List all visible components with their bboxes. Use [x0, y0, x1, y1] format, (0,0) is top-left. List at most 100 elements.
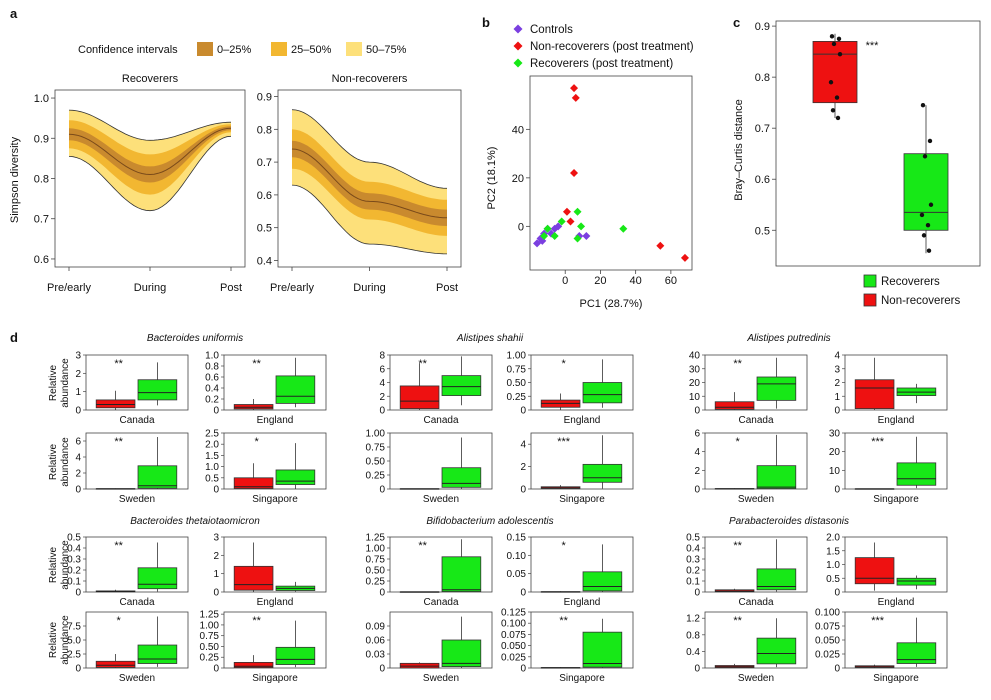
ylabel-simpson: Simpson diversity	[9, 136, 21, 223]
box-d-12-1	[137, 567, 178, 590]
plot-frame-c	[775, 20, 981, 267]
point-c-1-2	[922, 154, 928, 159]
ytick-label-a-1-2: 0.6	[257, 190, 272, 202]
box-d-7-1	[275, 469, 316, 485]
ytick-label-d-6-3: 6	[75, 437, 81, 448]
point-c-1-5	[925, 222, 931, 228]
country-label-15: England	[564, 597, 601, 608]
ylabel-d-1-b: abundance	[60, 437, 71, 487]
significance-c: ***	[866, 40, 880, 52]
ytick-label-d-8-1: 0.25	[366, 471, 386, 482]
ytick-label-d-10-3: 6	[694, 429, 700, 440]
box-d-1-1	[275, 375, 316, 404]
ytick-label-d-11-0: 0	[834, 485, 840, 496]
box-d-17-0	[854, 557, 895, 585]
ytick-label-d-13-0: 0	[213, 588, 219, 599]
point-c-0-0	[829, 34, 835, 39]
legend-swatch-c-0	[863, 274, 877, 288]
legend-label-b-1: Non-recoverers (post treatment)	[530, 41, 694, 53]
plot-frame-d-22	[704, 611, 808, 669]
ytick-label-d-7-5: 2.5	[205, 429, 219, 440]
ytick-label-d-2-3: 6	[379, 364, 385, 375]
panel-label-c: c	[733, 15, 740, 30]
significance-d-21: **	[559, 615, 568, 627]
point-c-1-3	[928, 202, 934, 207]
ytick-label-d-22-1: 0.4	[686, 647, 700, 658]
ytick-label-d-5-3: 3	[834, 364, 840, 375]
legend-label-c-0: Recoverers	[881, 276, 940, 288]
point-b-0-8	[582, 232, 591, 241]
ytick-label-d-3-2: 0.50	[507, 378, 527, 389]
species-title-4: Bifidobacterium adolescentis	[426, 516, 553, 527]
box-c-1	[903, 153, 949, 231]
ytick-label-d-13-2: 2	[213, 551, 219, 562]
point-c-1-7	[926, 248, 932, 253]
ytick-label-d-11-3: 30	[829, 429, 841, 440]
legend-title-ci: Confidence intervals	[78, 44, 178, 56]
ytick-label-d-0-1: 1	[75, 387, 81, 398]
ytick-label-d-12-5: 0.5	[67, 533, 81, 544]
significance-d-23: ***	[871, 615, 885, 627]
significance-d-16: **	[733, 540, 742, 552]
ytick-label-d-2-2: 4	[379, 378, 385, 389]
point-c-1-0	[920, 103, 926, 108]
ytick-label-d-21-2: 0.050	[501, 641, 526, 652]
ytick-label-d-11-1: 10	[829, 466, 841, 477]
point-b-2-3	[540, 232, 549, 241]
point-c-0-3	[837, 51, 843, 57]
point-b-2-0	[557, 217, 566, 226]
point-b-2-5	[573, 234, 582, 243]
legend-marker-b-1	[513, 41, 523, 51]
box-d-17-1	[896, 577, 937, 586]
plot-frame-d-14	[389, 536, 493, 593]
point-c-1-1	[927, 138, 933, 144]
ytick-label-d-19-2: 0.50	[200, 642, 220, 653]
panel-label-b: b	[482, 15, 490, 30]
species-title-5: Parabacteroides distasonis	[729, 516, 849, 527]
ytick-label-d-7-4: 2.0	[205, 440, 219, 451]
median-line-1	[291, 148, 448, 219]
ytick-label-d-12-0: 0	[75, 588, 81, 599]
country-label-16: Canada	[738, 597, 773, 608]
ytick-label-d-17-1: 0.5	[826, 574, 840, 585]
ytick-label-d-6-1: 2	[75, 469, 81, 480]
box-d-6-1	[137, 465, 178, 489]
box-d-4-0	[714, 401, 755, 410]
legend-label-b-2: Recoverers (post treatment)	[530, 58, 673, 70]
ytick-label-d-4-4: 40	[689, 351, 701, 362]
xtick-label-a-1-0: Pre/early	[270, 282, 315, 294]
country-label-6: Sweden	[119, 494, 155, 505]
xtick-label-a-1-1: During	[353, 282, 385, 294]
box-d-18-1	[137, 644, 178, 664]
ytick-label-d-5-4: 4	[834, 351, 840, 362]
ytick-label-d-23-2: 0.050	[815, 636, 840, 647]
ytick-label-d-17-4: 2.0	[826, 533, 840, 544]
ytick-label-b-2: 40	[512, 124, 524, 136]
species-title-3: Bacteroides thetaiotaomicron	[130, 516, 260, 527]
ytick-label-b-0: 0	[518, 221, 524, 233]
point-b-2-4	[573, 207, 582, 216]
ytick-label-d-5-2: 2	[834, 378, 840, 389]
ytick-label-d-4-1: 10	[689, 392, 701, 403]
ytick-label-d-18-2: 5.0	[67, 636, 81, 647]
xtick-label-b-2: 40	[630, 275, 642, 287]
ytick-label-d-20-3: 0.09	[366, 622, 386, 633]
ytick-label-d-9-2: 4	[520, 440, 526, 451]
ci-edge-high-0	[68, 109, 232, 141]
ytick-label-a-1-4: 0.8	[257, 124, 272, 136]
species-title-1: Alistipes shahii	[456, 333, 524, 344]
ytick-label-d-12-2: 0.2	[67, 566, 81, 577]
panel-label-d: d	[10, 330, 18, 345]
ytick-label-d-1-5: 1.0	[205, 351, 219, 362]
box-d-1-0	[233, 404, 274, 410]
point-c-1-6	[921, 233, 927, 238]
ytick-label-d-18-0: 0	[75, 664, 81, 675]
xtick-label-b-3: 60	[665, 275, 677, 287]
significance-d-9: ***	[557, 436, 571, 448]
ytick-label-d-21-3: 0.075	[501, 630, 526, 641]
box-d-2-1	[441, 375, 482, 396]
point-c-0-4	[828, 80, 834, 85]
plot-frame-d-6	[85, 432, 189, 490]
ytick-label-d-16-4: 0.4	[686, 544, 700, 555]
